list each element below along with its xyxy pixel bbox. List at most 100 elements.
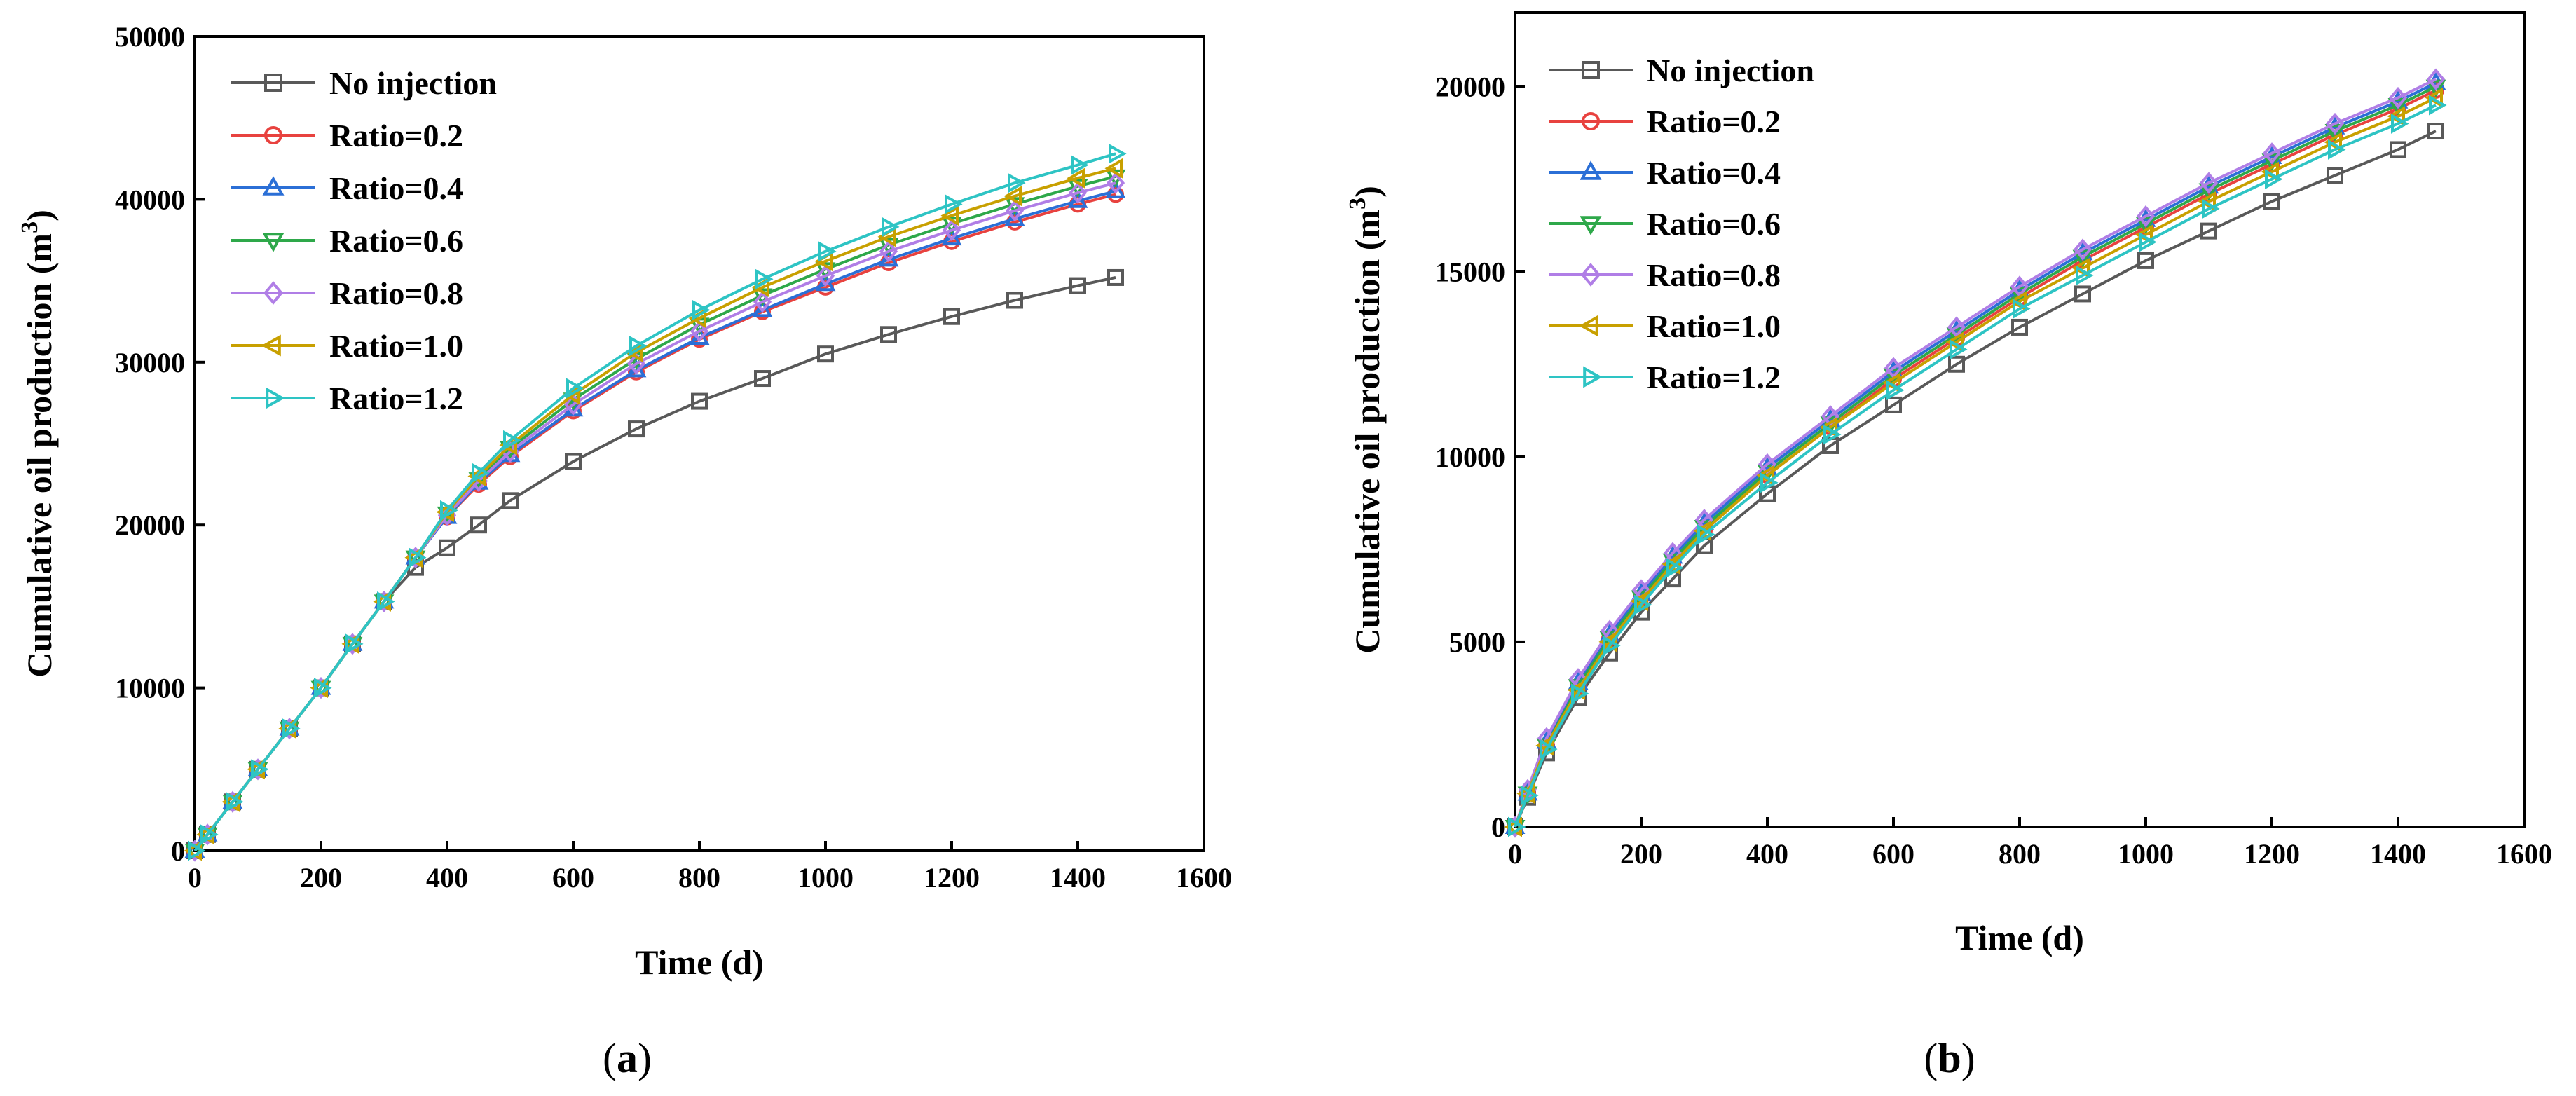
series-line-3: [1514, 85, 2437, 828]
legend-label: Ratio=1.0: [1647, 308, 1781, 344]
data-point-6-6: [1666, 557, 1684, 578]
data-point-0-13: [628, 420, 645, 438]
data-point-0-17: [880, 326, 897, 343]
data-point-0-9: [439, 539, 455, 556]
data-point-6-1: [200, 824, 219, 845]
data-point-4-21: [1106, 172, 1125, 194]
legend-marker: [1580, 216, 1602, 235]
data-point-6-17: [2328, 139, 2346, 160]
data-point-6-5: [1634, 594, 1652, 615]
data-point-0-11: [502, 492, 519, 509]
x-axis-title: Time (d): [1955, 918, 2084, 957]
data-point-6-3: [251, 759, 269, 780]
y-axis-title: Cumulative oil production (m3): [1345, 186, 1387, 654]
data-point-2-18: [941, 227, 962, 246]
data-point-2-20: [1067, 190, 1088, 208]
panel-caption: (b): [1924, 1035, 1975, 1081]
data-point-6-0: [188, 840, 206, 861]
data-point-3-16: [2261, 153, 2282, 172]
data-point-2-16: [815, 273, 836, 292]
data-point-2-21: [1105, 180, 1126, 198]
data-point-3-18: [2387, 98, 2409, 116]
data-point-6-7: [1697, 524, 1715, 545]
data-point-6-18: [945, 193, 963, 214]
series-line-6: [193, 152, 1116, 852]
legend-marker: [264, 74, 282, 92]
data-point-6-13: [2076, 265, 2094, 286]
data-point-5-13: [625, 342, 643, 363]
data-point-4-15: [2199, 172, 2219, 194]
data-point-0-16: [2263, 193, 2280, 210]
series-line-6: [1514, 104, 2437, 828]
legend-marker: [1580, 160, 1602, 180]
data-point-6-9: [1823, 424, 1842, 445]
data-point-4-19: [1005, 200, 1025, 222]
data-point-0-18: [2390, 141, 2406, 158]
series-line-5: [193, 167, 1116, 852]
data-point-0-11: [1948, 355, 1965, 373]
y-tick-label: 0: [171, 835, 185, 867]
data-point-0-13: [2074, 285, 2091, 303]
data-point-5-19: [1003, 186, 1022, 207]
data-point-6-19: [1008, 172, 1026, 193]
data-point-4-14: [690, 320, 709, 343]
data-point-0-12: [565, 453, 582, 470]
x-tick-label: 1400: [1050, 862, 1106, 893]
data-point-5-18: [2387, 106, 2405, 127]
data-point-6-7: [377, 591, 395, 612]
x-tick-label: 0: [188, 862, 202, 893]
data-point-5-17: [2324, 132, 2342, 153]
y-tick-label: 10000: [1435, 441, 1505, 473]
legend-marker: [1579, 315, 1598, 337]
legend-marker: [1580, 263, 1601, 287]
legend-label: Ratio=0.4: [1647, 155, 1781, 191]
legend-marker: [262, 233, 285, 252]
legend-label: Ratio=1.2: [329, 381, 463, 416]
data-point-5-19: [2425, 88, 2443, 108]
legend-label: Ratio=0.6: [1647, 206, 1781, 242]
x-tick-label: 1200: [924, 862, 980, 893]
data-point-0-19: [2427, 123, 2444, 140]
data-point-5-10: [1882, 372, 1900, 393]
legend-label: Ratio=0.8: [1647, 257, 1781, 293]
data-point-0-14: [2137, 252, 2154, 269]
x-tick-label: 1000: [797, 862, 854, 893]
x-tick-label: 600: [552, 862, 594, 893]
x-tick-label: 200: [300, 862, 342, 893]
y-tick-label: 0: [1491, 811, 1505, 843]
y-tick-label: 20000: [115, 509, 185, 541]
data-point-0-16: [817, 345, 834, 363]
data-point-6-15: [755, 268, 774, 289]
x-tick-label: 1200: [2244, 838, 2300, 870]
series-line-1: [1514, 89, 2437, 828]
data-point-4-20: [1068, 181, 1088, 204]
data-point-5-13: [2071, 258, 2090, 278]
data-point-6-4: [1603, 635, 1621, 656]
data-point-5-14: [2135, 224, 2153, 245]
legend-label: No injection: [329, 65, 497, 101]
y-tick-label: 20000: [1435, 71, 1505, 103]
data-point-4-14: [2136, 205, 2156, 228]
legend-label: Ratio=0.2: [329, 118, 463, 153]
data-point-4-8: [1758, 453, 1777, 475]
legend-marker: [266, 387, 285, 409]
x-tick-label: 400: [426, 862, 468, 893]
data-point-5-20: [1067, 167, 1085, 189]
data-point-6-16: [2265, 169, 2283, 190]
data-point-6-9: [440, 500, 458, 521]
data-point-0-15: [2200, 222, 2217, 240]
legend-label: Ratio=1.0: [329, 328, 463, 364]
y-tick-label: 5000: [1449, 626, 1505, 658]
legend-label: Ratio=0.6: [329, 223, 463, 259]
data-point-6-6: [345, 633, 364, 655]
legend-marker: [263, 281, 284, 305]
legend-label: Ratio=0.2: [1647, 104, 1781, 139]
series-line-2: [1514, 81, 2437, 828]
legend-label: Ratio=1.2: [1647, 359, 1781, 395]
series-line-4: [1514, 78, 2437, 828]
plot-frame: [193, 35, 1205, 852]
data-point-6-10: [472, 463, 490, 484]
data-point-2-19: [1004, 207, 1025, 226]
x-tick-label: 600: [1872, 838, 1914, 870]
